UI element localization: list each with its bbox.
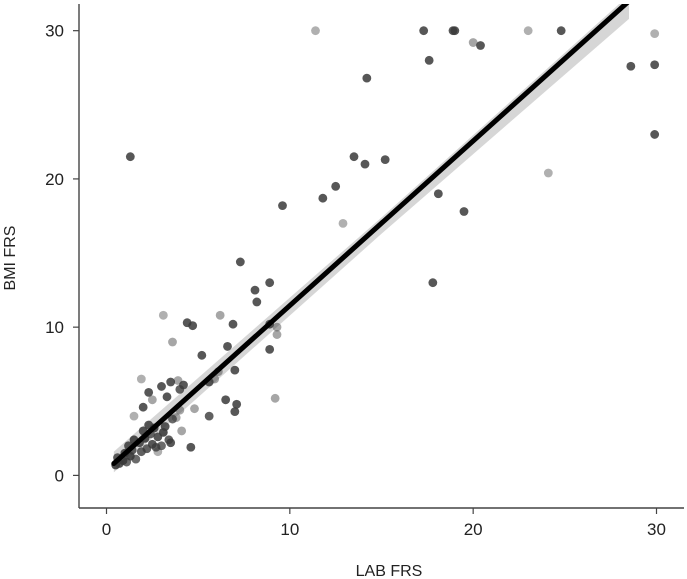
data-point — [173, 376, 183, 385]
data-point — [162, 392, 172, 402]
data-point — [230, 407, 240, 417]
data-point — [468, 38, 478, 47]
data-point — [166, 377, 176, 387]
data-point — [160, 422, 170, 431]
data-point — [157, 441, 166, 451]
data-point — [131, 454, 141, 464]
data-point — [428, 278, 438, 288]
y-axis-title: BMI FRS — [2, 226, 19, 291]
data-point — [360, 159, 370, 169]
data-point — [556, 26, 566, 36]
data-point — [272, 322, 282, 332]
data-point — [186, 442, 196, 452]
data-point — [221, 395, 231, 405]
data-point — [419, 26, 429, 36]
x-axis-title: LAB FRS — [356, 563, 423, 579]
y-tick-label: 10 — [45, 318, 64, 337]
data-point — [380, 155, 390, 165]
x-tick-label: 0 — [102, 520, 111, 539]
data-point — [250, 285, 260, 295]
data-point — [265, 344, 275, 354]
data-point — [650, 130, 660, 139]
data-point — [228, 319, 238, 329]
data-point — [278, 201, 287, 211]
data-point — [349, 152, 359, 162]
data-point — [331, 181, 341, 191]
confidence-band — [113, 4, 629, 473]
data-point — [252, 297, 262, 307]
data-point — [179, 380, 188, 390]
data-point — [311, 26, 320, 36]
data-point — [272, 330, 282, 339]
data-point — [650, 60, 660, 70]
data-point — [270, 393, 280, 403]
data-point — [338, 218, 348, 228]
data-point — [232, 399, 242, 409]
y-tick-label: 20 — [45, 170, 64, 189]
fit-line — [111, 4, 630, 467]
ticks-layer: 0 10 20 30 0 10 20 30 — [45, 22, 666, 539]
points-layer — [111, 26, 660, 470]
data-point — [235, 257, 245, 267]
data-point — [362, 73, 372, 83]
data-point — [168, 337, 177, 347]
y-tick-label: 0 — [55, 466, 64, 485]
data-point — [543, 168, 553, 178]
data-point — [166, 438, 176, 448]
data-point — [158, 310, 168, 320]
data-point — [223, 342, 232, 351]
data-point — [424, 55, 434, 65]
data-point — [129, 411, 139, 421]
data-point — [168, 414, 177, 424]
data-point — [138, 402, 148, 412]
data-point — [459, 207, 469, 216]
data-point — [188, 321, 198, 331]
data-point — [650, 29, 660, 39]
data-point — [190, 404, 199, 414]
data-point — [136, 374, 146, 384]
axes-layer — [78, 4, 684, 509]
data-point — [476, 41, 485, 50]
y-tick-label: 30 — [45, 22, 64, 41]
data-point — [197, 350, 207, 360]
data-point — [144, 387, 154, 397]
x-tick-label: 30 — [647, 520, 666, 539]
data-point — [153, 447, 163, 457]
x-tick-label: 20 — [464, 520, 483, 539]
x-tick-label: 10 — [280, 520, 299, 539]
ci-band-layer — [113, 4, 629, 473]
data-point — [171, 413, 181, 422]
data-point — [450, 26, 460, 36]
data-point — [433, 189, 443, 199]
data-point — [204, 411, 214, 421]
data-point — [177, 426, 187, 436]
data-point — [215, 310, 225, 320]
data-point — [626, 61, 636, 71]
fit-line-layer — [111, 4, 630, 467]
data-point — [265, 278, 275, 288]
data-point — [523, 26, 533, 36]
data-point — [230, 365, 240, 375]
data-point — [147, 395, 157, 405]
data-point — [157, 382, 166, 391]
data-point — [125, 152, 135, 162]
data-point — [318, 193, 328, 203]
